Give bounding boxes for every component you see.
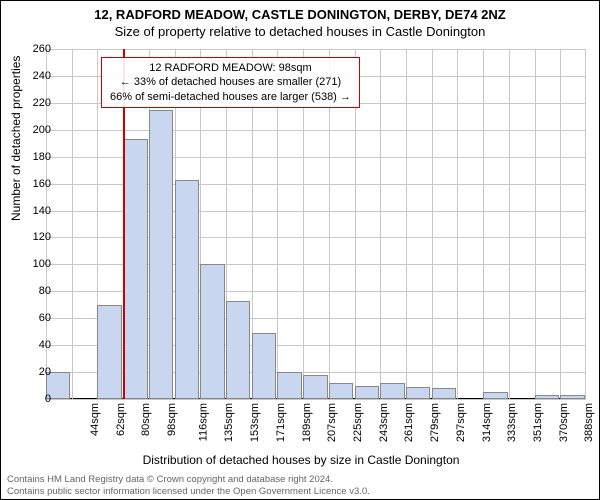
page-title: 12, RADFORD MEADOW, CASTLE DONINGTON, DE… <box>1 1 599 22</box>
histogram-bar <box>175 180 199 399</box>
footer-attribution: Contains HM Land Registry data © Crown c… <box>7 474 370 497</box>
y-tick-label: 80 <box>11 285 51 297</box>
grid-line-v <box>483 49 484 399</box>
x-tick-label: 243sqm <box>378 403 390 442</box>
y-tick-label: 20 <box>11 366 51 378</box>
histogram-bar <box>329 383 353 399</box>
histogram-bar <box>252 333 276 399</box>
y-tick-label: 200 <box>11 124 51 136</box>
histogram-bar <box>303 375 327 399</box>
page-subtitle: Size of property relative to detached ho… <box>1 22 599 39</box>
histogram-bar <box>149 110 173 399</box>
x-axis-label: Distribution of detached houses by size … <box>1 453 600 467</box>
x-tick-label: 44sqm <box>89 403 101 436</box>
x-tick-label: 351sqm <box>532 403 544 442</box>
y-tick-label: 160 <box>11 178 51 190</box>
x-tick-label: 297sqm <box>455 403 467 442</box>
footer-line-1: Contains HM Land Registry data © Crown c… <box>7 474 370 485</box>
x-tick-label: 370sqm <box>558 403 570 442</box>
grid-line-v <box>72 49 73 399</box>
y-tick-label: 180 <box>11 151 51 163</box>
x-tick-label: 98sqm <box>166 403 178 436</box>
info-line-3: 66% of semi-detached houses are larger (… <box>110 90 351 104</box>
y-tick-label: 0 <box>11 393 51 405</box>
x-tick-label: 279sqm <box>429 403 441 442</box>
y-tick-label: 240 <box>11 70 51 82</box>
x-tick-label: 116sqm <box>197 403 209 441</box>
x-tick-label: 153sqm <box>249 403 261 442</box>
x-tick-label: 388sqm <box>584 403 596 442</box>
histogram-bar <box>123 139 147 399</box>
y-tick-label: 260 <box>11 43 51 55</box>
x-tick-label: 314sqm <box>481 403 493 442</box>
histogram-bar <box>380 383 404 399</box>
grid-line-v <box>432 49 433 399</box>
histogram-bar <box>535 395 559 399</box>
grid-line-v <box>380 49 381 399</box>
footer-line-2: Contains public sector information licen… <box>7 486 370 497</box>
marker-info-box: 12 RADFORD MEADOW: 98sqm ← 33% of detach… <box>101 57 360 108</box>
y-tick-label: 100 <box>11 258 51 270</box>
y-tick-label: 40 <box>11 339 51 351</box>
x-tick-label: 62sqm <box>115 403 127 436</box>
grid-line-v <box>560 49 561 399</box>
x-tick-label: 171sqm <box>275 403 287 442</box>
y-tick-label: 120 <box>11 231 51 243</box>
grid-line-h <box>46 130 586 131</box>
x-tick-label: 261sqm <box>404 403 416 442</box>
x-tick-label: 225sqm <box>352 403 364 442</box>
info-line-2: ← 33% of detached houses are smaller (27… <box>110 75 351 89</box>
grid-line-v <box>406 49 407 399</box>
grid-line-h <box>46 49 586 50</box>
grid-line-v <box>457 49 458 399</box>
histogram-bar <box>277 372 301 399</box>
y-tick-label: 220 <box>11 97 51 109</box>
histogram-bar <box>97 305 121 399</box>
info-line-1: 12 RADFORD MEADOW: 98sqm <box>110 61 351 75</box>
histogram-bar <box>355 386 379 399</box>
x-tick-label: 80sqm <box>140 403 152 436</box>
x-tick-label: 333sqm <box>506 403 518 442</box>
x-tick-label: 189sqm <box>301 403 313 442</box>
grid-line-h <box>46 399 586 400</box>
histogram-bar <box>483 392 507 399</box>
grid-line-v <box>509 49 510 399</box>
histogram-bar <box>432 388 456 399</box>
grid-line-v <box>535 49 536 399</box>
histogram-bar <box>226 301 250 399</box>
histogram-bar <box>560 395 584 399</box>
x-tick-label: 135sqm <box>224 403 236 442</box>
histogram-bar <box>406 387 430 399</box>
histogram-bar <box>200 264 224 399</box>
y-tick-label: 140 <box>11 205 51 217</box>
y-tick-label: 60 <box>11 312 51 324</box>
chart-container: 12, RADFORD MEADOW, CASTLE DONINGTON, DE… <box>0 0 600 500</box>
grid-line-v <box>585 49 586 399</box>
x-tick-label: 207sqm <box>326 403 338 442</box>
